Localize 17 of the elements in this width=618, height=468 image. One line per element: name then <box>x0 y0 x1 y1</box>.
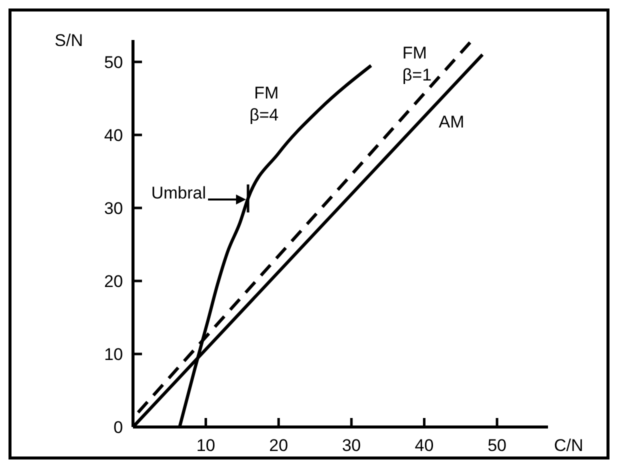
x-tick-label: 40 <box>414 436 434 455</box>
x-tick-label: 50 <box>488 436 506 455</box>
y-tick-label: 10 <box>104 344 123 364</box>
x-axis-title: C/N <box>554 436 584 455</box>
series-label: AM <box>438 112 464 132</box>
y-tick-label: 0 <box>114 418 123 437</box>
x-tick-label: 10 <box>196 436 216 455</box>
y-axis-title: S/N <box>54 31 83 50</box>
series-label: FM β=4 <box>249 83 279 124</box>
y-tick-label: 40 <box>104 126 123 145</box>
x-tick-label: 30 <box>342 436 361 455</box>
annotation: Umbral <box>151 183 206 202</box>
x-tick-label: 20 <box>269 436 288 455</box>
y-tick-label: 20 <box>104 272 123 291</box>
series-label: FM β=1 <box>402 43 432 84</box>
y-tick-label: 30 <box>104 198 123 218</box>
y-tick-label: 50 <box>104 52 123 72</box>
